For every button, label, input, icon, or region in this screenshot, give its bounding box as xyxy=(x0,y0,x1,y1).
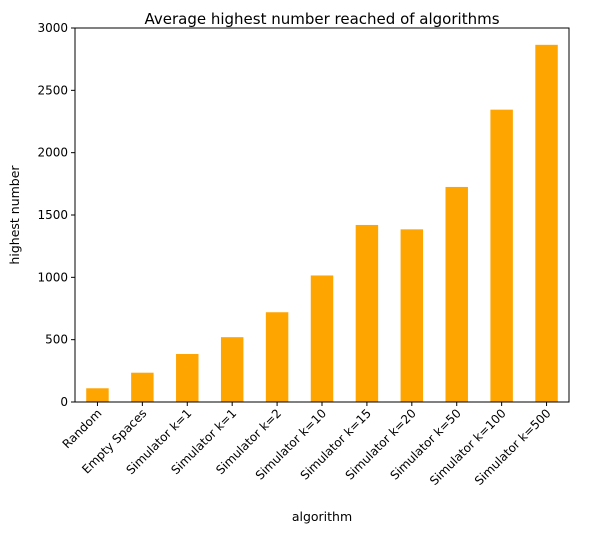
bar-9 xyxy=(490,109,513,402)
bar-8 xyxy=(445,186,468,402)
chart-title: Average highest number reached of algori… xyxy=(144,10,499,28)
x-tick-label-0: Random xyxy=(60,406,105,451)
bar-5 xyxy=(310,275,334,402)
bar-4 xyxy=(265,312,289,402)
y-tick-label-0: 0 xyxy=(60,395,68,409)
bar-1 xyxy=(131,372,154,402)
y-axis-label: highest number xyxy=(7,165,22,265)
bar-7 xyxy=(400,229,424,402)
bar-6 xyxy=(355,224,379,402)
plot-frame xyxy=(74,27,570,403)
y-tick-label-3: 1500 xyxy=(37,208,68,222)
y-tick-label-2: 1000 xyxy=(37,270,68,284)
y-tick-label-5: 2500 xyxy=(37,83,68,97)
x-axis-label: algorithm xyxy=(292,509,352,524)
bars-group xyxy=(86,44,558,402)
y-axis-ticks: 0 500 1000 1500 2000 2500 3000 xyxy=(37,21,75,409)
bar-3 xyxy=(220,337,244,402)
x-tick-label-10: Simulator k=500 xyxy=(472,406,554,488)
x-tick-label-9: Simulator k=100 xyxy=(427,406,509,488)
bar-0 xyxy=(86,388,109,402)
bar-2 xyxy=(176,354,199,402)
y-tick-label-6: 3000 xyxy=(37,21,68,35)
bar-10 xyxy=(535,44,558,402)
y-tick-label-1: 500 xyxy=(45,333,68,347)
y-tick-label-4: 2000 xyxy=(37,146,68,160)
